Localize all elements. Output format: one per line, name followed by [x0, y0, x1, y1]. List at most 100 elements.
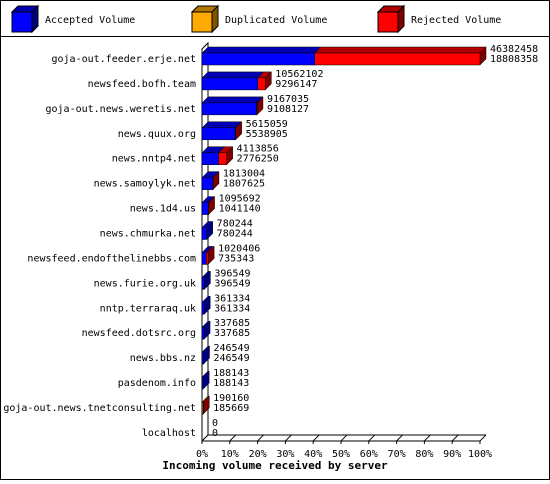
bar	[257, 77, 266, 91]
bar	[201, 376, 204, 390]
bar	[201, 202, 209, 215]
legend-swatch	[191, 11, 213, 33]
value-label-bottom: 361334	[214, 303, 250, 314]
bar	[256, 102, 258, 116]
bar	[218, 152, 227, 165]
bar	[234, 127, 236, 141]
bar	[201, 77, 258, 91]
x-tick	[368, 434, 376, 442]
x-tick-label: 50%	[332, 449, 350, 460]
y-tick-label: news.quux.org	[118, 129, 196, 140]
bar	[206, 252, 209, 265]
x-axis-label: Incoming volume received by server	[162, 459, 388, 472]
bar	[201, 52, 315, 66]
value-label-top: 337685	[214, 318, 250, 329]
x-tick-label: 40%	[304, 449, 322, 460]
value-label-bottom: 246549	[213, 353, 249, 364]
bar	[201, 326, 205, 340]
x-tick	[257, 434, 264, 442]
x-tick-label: 0%	[196, 449, 208, 460]
x-tick	[340, 434, 348, 442]
y-tick-label: localhost	[142, 428, 196, 439]
bar	[202, 401, 204, 415]
legend-swatch	[11, 11, 33, 33]
value-label-top: 4113856	[237, 144, 279, 155]
bar	[201, 277, 205, 290]
value-label-top: 1095692	[219, 194, 261, 205]
value-label-top: 396549	[214, 268, 250, 279]
value-label-bottom: 188143	[213, 378, 249, 389]
value-label-bottom: 1807625	[223, 179, 265, 190]
value-label-top: 780244	[217, 219, 253, 230]
value-label-bottom: 5538905	[246, 129, 288, 140]
bar	[314, 52, 481, 66]
value-label-top: 10562102	[275, 69, 323, 80]
x-tick-label: 90%	[443, 449, 461, 460]
y-tick-label: news.chmurka.net	[100, 229, 196, 240]
value-label-bottom: 0	[212, 428, 218, 439]
legend-swatch	[377, 11, 399, 33]
x-tick	[201, 434, 209, 442]
legend-label: Duplicated Volume	[225, 15, 327, 26]
value-label-top: 188143	[213, 368, 249, 379]
value-label-bottom: 18808358	[490, 54, 538, 65]
value-label-top: 5615059	[246, 119, 288, 130]
y-tick-label: news.1d4.us	[130, 204, 196, 215]
x-tick-label: 100%	[468, 449, 492, 460]
x-tick	[285, 434, 292, 442]
bar-top	[314, 46, 487, 54]
value-label-top: 190160	[213, 393, 249, 404]
bar-top	[201, 121, 242, 129]
y-tick-label: goja-out.news.weretis.net	[45, 104, 196, 115]
legend-label: Accepted Volume	[45, 15, 135, 26]
y-tick-label: newsfeed.bofh.team	[88, 79, 196, 90]
x-tick-label: 20%	[249, 449, 267, 460]
value-label-bottom: 337685	[214, 328, 250, 339]
y-tick-label: news.samoylyk.net	[94, 179, 196, 190]
bar	[201, 227, 207, 240]
value-label-top: 361334	[214, 293, 250, 304]
bar-top	[201, 96, 264, 104]
x-tick-label: 70%	[388, 449, 406, 460]
bar	[201, 252, 207, 265]
y-tick-label: nntp.terraraq.uk	[100, 303, 196, 314]
bar	[201, 302, 205, 315]
bar	[201, 351, 204, 365]
y-tick-label: pasdenom.info	[118, 378, 196, 389]
bar	[207, 202, 209, 215]
legend-label: Rejected Volume	[411, 15, 501, 26]
value-label-bottom: 396549	[214, 278, 250, 289]
x-tick-label: 30%	[276, 449, 294, 460]
value-label-bottom: 9108127	[267, 104, 309, 115]
x-tick	[229, 434, 237, 442]
value-label-bottom: 735343	[218, 253, 254, 264]
value-label-bottom: 185669	[213, 403, 249, 414]
y-tick-label: news.nntp4.net	[112, 154, 196, 165]
bar	[201, 177, 214, 190]
value-label-top: 1813004	[223, 169, 265, 180]
x-tick	[451, 434, 459, 442]
value-label-bottom: 9296147	[275, 79, 317, 90]
x-tick	[479, 434, 487, 442]
value-label-top: 246549	[213, 343, 249, 354]
bar-top	[201, 71, 265, 79]
x-tick	[424, 434, 431, 442]
y-tick-label: goja-out.news.tnetconsulting.net	[3, 403, 196, 414]
y-tick-label: newsfeed.endofthelinebbs.com	[27, 253, 196, 264]
value-label-top: 0	[212, 418, 218, 429]
bar	[201, 102, 257, 116]
value-label-top: 9167035	[267, 94, 309, 105]
x-tick-label: 80%	[415, 449, 433, 460]
x-tick	[312, 434, 320, 442]
value-label-bottom: 2776250	[237, 154, 279, 165]
y-tick-label: newsfeed.dotsrc.org	[82, 328, 196, 339]
value-label-top: 46382458	[490, 44, 538, 55]
bar	[201, 127, 236, 141]
x-tick-label: 60%	[360, 449, 378, 460]
bar	[212, 177, 214, 190]
bar-top	[201, 46, 322, 54]
value-label-bottom: 780244	[217, 229, 253, 240]
y-tick-label: news.bbs.nz	[130, 353, 196, 364]
